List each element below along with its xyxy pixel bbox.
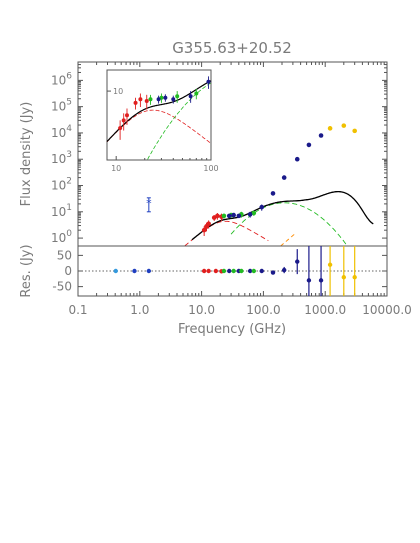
flux-point	[327, 126, 333, 131]
inset-point	[121, 118, 126, 123]
flux-point	[318, 133, 324, 138]
flux-point	[270, 191, 276, 196]
residual-point	[318, 278, 324, 283]
inset-point	[138, 97, 143, 102]
residual-point	[259, 268, 264, 274]
residual-point	[221, 268, 227, 274]
residual-point	[352, 275, 357, 280]
main-y-tick-label: 103	[51, 150, 72, 166]
flux-point	[259, 204, 265, 210]
x-tick-label: 10000.0	[362, 303, 412, 317]
flux-point	[215, 213, 220, 219]
residual-point	[281, 267, 287, 273]
inset-point	[124, 113, 129, 118]
main-y-tick-label: 102	[51, 177, 72, 193]
residual-point	[295, 259, 300, 264]
flux-point	[294, 156, 300, 162]
residual-point	[206, 268, 211, 274]
inset-point	[175, 94, 180, 99]
x-tick-label: 100.0	[246, 303, 280, 317]
residual-point	[113, 268, 118, 274]
main-y-axis-label: Flux density (Jy)	[19, 102, 34, 207]
flux-point	[281, 175, 287, 180]
inset-point	[144, 98, 149, 103]
residual-point	[231, 268, 236, 274]
residual-point	[239, 268, 244, 274]
main-x-ticks	[77, 62, 388, 67]
flux-point	[221, 213, 227, 219]
residual-y-axis-label: Res. (Jy)	[19, 244, 34, 297]
flux-point	[251, 210, 257, 216]
residual-point	[227, 268, 232, 274]
total-model-curve	[191, 190, 374, 241]
flux-point	[236, 213, 242, 219]
inset-point	[163, 95, 168, 100]
inset-point	[188, 94, 193, 99]
residual-y-ticks: 50 0 -50	[52, 248, 387, 294]
residual-y-tick-label: -50	[52, 280, 72, 294]
residual-point	[201, 268, 207, 274]
chart-title: G355.63+20.52	[172, 39, 292, 57]
main-y-tick-label: 104	[51, 124, 72, 140]
inset-point	[133, 100, 138, 105]
inset-x-tick-label: 100	[203, 164, 218, 173]
main-y-tick-label: 101	[51, 203, 72, 219]
inset-frame	[106, 69, 212, 161]
flux-point: *	[146, 197, 152, 210]
x-tick-label: 1.0	[130, 303, 149, 317]
residual-point	[146, 268, 152, 274]
residual-x-ticks: 0.1 1.0 10.0 100.0 1000.0 10000.0	[68, 291, 412, 317]
residual-point	[270, 270, 276, 275]
residual-point	[341, 275, 347, 280]
inset-y-tick-label: 10	[113, 87, 123, 96]
residual-y-tick-label: 50	[57, 248, 72, 262]
residual-y-tick-label: 0	[64, 264, 72, 278]
inset-plot: 10 100 10	[106, 76, 219, 173]
x-axis-label: Frequency (GHz)	[178, 322, 286, 337]
inset-point	[194, 91, 199, 96]
residual-points	[113, 246, 357, 296]
inset-point	[148, 97, 153, 102]
flux-point	[341, 123, 347, 128]
residual-point	[213, 268, 219, 274]
residual-point	[247, 268, 253, 274]
x-tick-label: 10.0	[188, 303, 215, 317]
flux-point	[247, 212, 253, 217]
flux-point	[231, 212, 236, 218]
flux-point	[206, 221, 211, 227]
flux-point	[201, 227, 207, 233]
residual-point	[132, 268, 137, 274]
flux-point	[352, 128, 357, 134]
flux-points: *	[146, 123, 357, 237]
residual-point	[251, 268, 257, 274]
inset-total-curve	[106, 80, 212, 142]
main-y-tick-label: 106	[51, 71, 72, 87]
main-y-tick-label: 100	[51, 229, 72, 245]
main-y-tick-label: 105	[51, 98, 72, 114]
inset-point	[171, 97, 176, 102]
residual-point	[306, 278, 312, 283]
inset-point	[206, 79, 211, 84]
residual-point	[327, 262, 333, 267]
inset-point	[156, 97, 161, 102]
main-y-ticks: 100 101 102 103 104 105 106	[51, 61, 387, 245]
cmb-curve	[280, 233, 295, 247]
free-free-curve	[184, 220, 269, 247]
flux-point	[226, 213, 232, 219]
flux-point	[306, 142, 312, 148]
inset-point	[118, 126, 123, 131]
inset-x-tick-label: 10	[111, 164, 121, 173]
x-tick-label: 0.1	[68, 303, 87, 317]
x-tick-label: 1000.0	[304, 303, 346, 317]
inset-spinning-dust-curve	[147, 82, 212, 160]
